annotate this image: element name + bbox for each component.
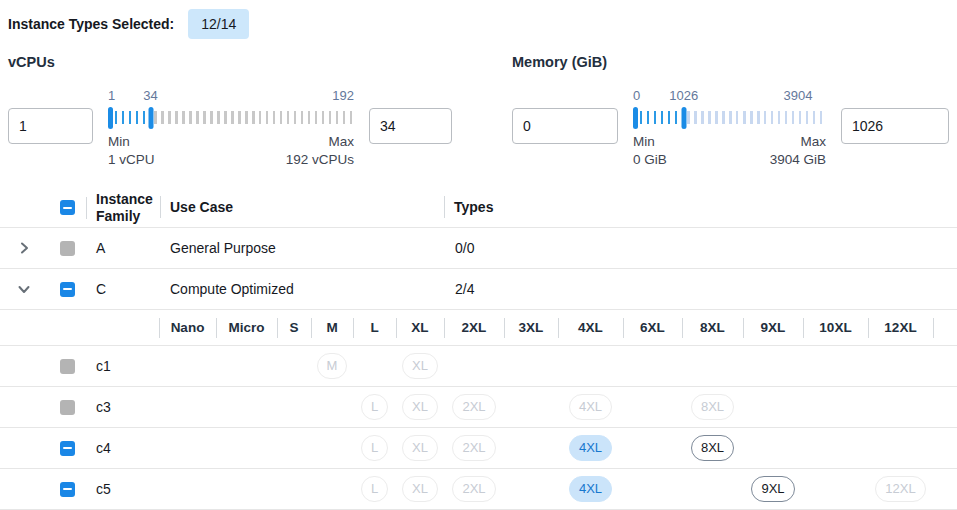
family-a-checkbox	[60, 241, 75, 256]
memory-scale-low: 0	[633, 88, 640, 103]
column-header-use-case: Use Case	[160, 199, 444, 216]
vcpus-max-caption: Max 192 vCPUs	[286, 133, 354, 168]
family-name: C	[86, 281, 160, 297]
instance-row-c5: c5 L XL 2XL 4XL 9XL 12XL	[0, 469, 957, 510]
memory-ticks-active	[633, 111, 684, 124]
size-column-6xl: 6XL	[623, 310, 682, 345]
memory-slider-handle-min[interactable]	[633, 107, 638, 129]
filters-section: vCPUs 1 34 192 Min 1 vCPU	[0, 54, 957, 182]
memory-min-input[interactable]	[512, 108, 618, 144]
size-column-2xl: 2XL	[444, 310, 504, 345]
memory-min-caption: Min 0 GiB	[633, 133, 667, 168]
instance-family-table: Instance Family Use Case Types A General…	[0, 188, 957, 510]
family-row-a: A General Purpose 0/0	[0, 228, 957, 269]
table-header-row: Instance Family Use Case Types	[0, 188, 957, 228]
instance-c5-checkbox[interactable]	[60, 482, 75, 497]
vcpus-ticks-inactive	[154, 111, 355, 124]
selection-count-badge: 12/14	[188, 9, 249, 39]
collapse-family-c-button[interactable]	[14, 279, 34, 299]
family-use-case: Compute Optimized	[160, 281, 444, 297]
vcpus-scale-low: 1	[108, 88, 115, 103]
vcpus-filter-title: vCPUs	[8, 54, 452, 70]
memory-ticks-inactive	[687, 111, 826, 124]
size-column-nano: Nano	[159, 310, 216, 345]
size-chip-l: L	[361, 476, 388, 502]
family-name: A	[86, 240, 160, 256]
size-chip-xl: XL	[402, 353, 438, 379]
size-chip-l: L	[361, 394, 388, 420]
size-chip-12xl: 12XL	[875, 476, 925, 502]
memory-filter-title: Memory (GiB)	[512, 54, 949, 70]
vcpus-slider-handle-min[interactable]	[108, 107, 113, 129]
size-chip-4xl[interactable]: 4XL	[569, 476, 612, 502]
size-chip-l: L	[361, 435, 388, 461]
vcpus-min-caption: Min 1 vCPU	[108, 133, 155, 168]
column-header-types: Types	[444, 199, 957, 216]
memory-slider[interactable]: 0 1026 3904 Min 0 GiB Max	[633, 88, 826, 168]
vcpus-scale-high: 192	[332, 88, 354, 103]
vcpus-slider-track[interactable]	[108, 106, 354, 130]
size-column-l: L	[353, 310, 396, 345]
size-chip-xl: XL	[402, 394, 438, 420]
vcpus-min-input[interactable]	[8, 108, 93, 144]
size-chip-xl: XL	[402, 476, 438, 502]
size-chip-m: M	[317, 353, 348, 379]
vcpus-scale-mid: 34	[143, 88, 157, 103]
size-column-m: M	[311, 310, 353, 345]
select-all-checkbox[interactable]	[60, 200, 75, 215]
expand-family-a-button[interactable]	[14, 238, 34, 258]
vcpus-slider[interactable]: 1 34 192 Min 1 vCPU Max	[108, 88, 354, 168]
size-column-4xl: 4XL	[558, 310, 623, 345]
instance-name: c3	[86, 399, 159, 415]
vcpus-ticks-active	[108, 111, 151, 124]
column-header-instance-family: Instance Family	[86, 191, 160, 225]
size-chip-2xl: 2XL	[452, 476, 495, 502]
family-types-count: 2/4	[444, 281, 957, 297]
instance-name: c4	[86, 440, 159, 456]
instance-c1-checkbox	[60, 359, 75, 374]
size-chip-9xl[interactable]: 9XL	[751, 476, 794, 502]
memory-scale-mid: 1026	[669, 88, 698, 103]
instance-row-c1: c1 M XL	[0, 346, 957, 387]
chevron-right-icon	[16, 240, 32, 256]
memory-slider-track[interactable]	[633, 106, 826, 130]
family-use-case: General Purpose	[160, 240, 444, 256]
instance-c4-checkbox[interactable]	[60, 441, 75, 456]
size-column-10xl: 10XL	[803, 310, 868, 345]
vcpus-slider-handle-max[interactable]	[148, 107, 153, 129]
selection-summary-bar: Instance Types Selected: 12/14	[0, 0, 957, 40]
selection-summary-label: Instance Types Selected:	[8, 16, 174, 32]
size-column-3xl: 3XL	[504, 310, 558, 345]
memory-slider-handle-max[interactable]	[681, 107, 686, 129]
memory-max-input[interactable]	[841, 108, 949, 144]
memory-filter: Memory (GiB) 0 1026 3904 Min	[512, 54, 949, 182]
size-column-s: S	[277, 310, 311, 345]
size-column-12xl: 12XL	[868, 310, 933, 345]
memory-scale-high: 3904	[784, 88, 813, 103]
instance-c3-checkbox	[60, 400, 75, 415]
instance-name: c1	[86, 358, 159, 374]
size-chip-4xl: 4XL	[569, 394, 612, 420]
size-column-9xl: 9XL	[743, 310, 803, 345]
size-column-micro: Micro	[216, 310, 277, 345]
size-chip-8xl: 8XL	[691, 394, 734, 420]
size-column-xl: XL	[396, 310, 444, 345]
memory-max-caption: Max 3904 GiB	[770, 133, 826, 168]
instance-row-c3: c3 L XL 2XL 4XL 8XL	[0, 387, 957, 428]
size-chip-2xl: 2XL	[452, 394, 495, 420]
family-types-count: 0/0	[444, 240, 957, 256]
size-chip-8xl[interactable]: 8XL	[691, 435, 734, 461]
instance-row-c4: c4 L XL 2XL 4XL 8XL	[0, 428, 957, 469]
size-column-8xl: 8XL	[682, 310, 743, 345]
size-chip-4xl[interactable]: 4XL	[569, 435, 612, 461]
size-header-row: Nano Micro S M L XL 2XL 3XL 4XL 6XL 8XL …	[0, 310, 957, 346]
chevron-down-icon	[16, 281, 32, 297]
instance-name: c5	[86, 481, 159, 497]
vcpus-filter: vCPUs 1 34 192 Min 1 vCPU	[8, 54, 452, 182]
vcpus-max-input[interactable]	[369, 108, 452, 144]
size-chip-2xl: 2XL	[452, 435, 495, 461]
family-row-c: C Compute Optimized 2/4	[0, 269, 957, 310]
size-chip-xl: XL	[402, 435, 438, 461]
family-c-checkbox[interactable]	[60, 282, 75, 297]
